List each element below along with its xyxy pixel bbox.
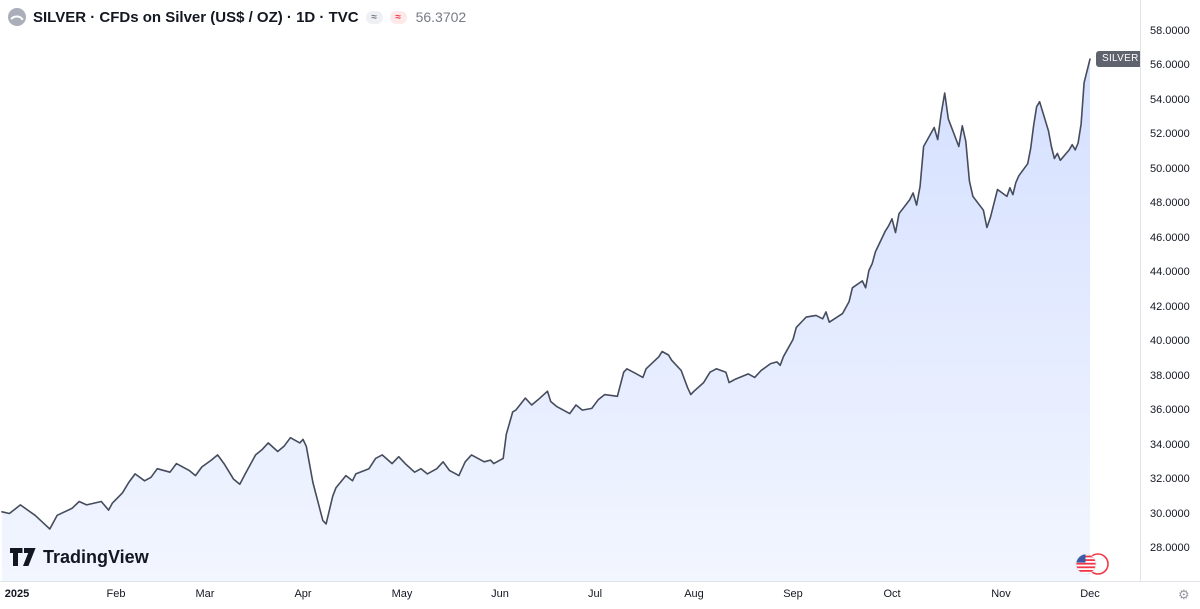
time-tick: Dec: [1080, 588, 1100, 600]
price-tick: 28.0000: [1150, 542, 1190, 554]
time-tick: Sep: [783, 588, 803, 600]
symbol-title[interactable]: SILVER · CFDs on Silver (US$ / OZ) · 1D …: [33, 8, 359, 26]
tradingview-logo-icon: [10, 548, 36, 567]
time-tick: Oct: [883, 588, 901, 600]
time-tick: 2025: [4, 588, 30, 600]
price-tick: 52.0000: [1150, 128, 1190, 141]
price-tick: 40.0000: [1150, 335, 1190, 348]
price-tick: 44.0000: [1150, 266, 1190, 279]
time-axis[interactable]: ⚙ 2025 Feb Mar Apr May Jun Jul Aug Sep Oct Nov Dec: [0, 581, 1200, 609]
time-tick: Feb: [106, 588, 126, 600]
series-label-badge: SILVER: [1096, 51, 1140, 68]
time-tick: Mar: [195, 588, 215, 600]
silver-symbol-icon: [8, 8, 26, 26]
tradingview-logo[interactable]: TradingView: [10, 547, 149, 568]
time-tick: Aug: [684, 588, 704, 600]
price-tick: 32.0000: [1150, 473, 1190, 486]
symbol-legend: SILVER · CFDs on Silver (US$ / OZ) · 1D …: [8, 6, 466, 28]
time-tick: Nov: [991, 588, 1011, 600]
price-tick: 34.0000: [1150, 438, 1190, 451]
price-tick: 46.0000: [1150, 231, 1190, 244]
price-tick: 42.0000: [1150, 300, 1190, 313]
price-tick: 54.0000: [1150, 93, 1190, 106]
price-tick: 58.0000: [1150, 25, 1190, 37]
time-tick: May: [391, 588, 413, 600]
chart-pane[interactable]: SILVER: [0, 0, 1140, 581]
tradingview-logo-text: TradingView: [43, 547, 149, 567]
last-price-value: 56.3702: [415, 9, 467, 25]
time-tick: Jun: [491, 588, 509, 600]
time-tick: Jul: [587, 588, 603, 600]
price-tick: 48.0000: [1150, 197, 1190, 210]
price-tick: 38.0000: [1150, 369, 1190, 382]
price-tick: 50.0000: [1150, 162, 1190, 175]
time-tick: Apr: [294, 588, 312, 600]
price-tick: 36.0000: [1150, 404, 1190, 417]
price-tick: 30.0000: [1150, 507, 1190, 520]
price-tick: 56.0000: [1150, 59, 1190, 72]
us-flag-icon: [1074, 551, 1110, 581]
market-status-icon[interactable]: ≈: [365, 10, 383, 24]
price-area-chart: [1, 58, 1091, 581]
price-axis[interactable]: 58.0000 56.0000 54.0000 52.0000 50.0000 48.00…: [1140, 0, 1200, 581]
settings-icon[interactable]: ⚙: [1178, 587, 1190, 602]
delayed-data-icon[interactable]: ≈: [389, 10, 407, 24]
